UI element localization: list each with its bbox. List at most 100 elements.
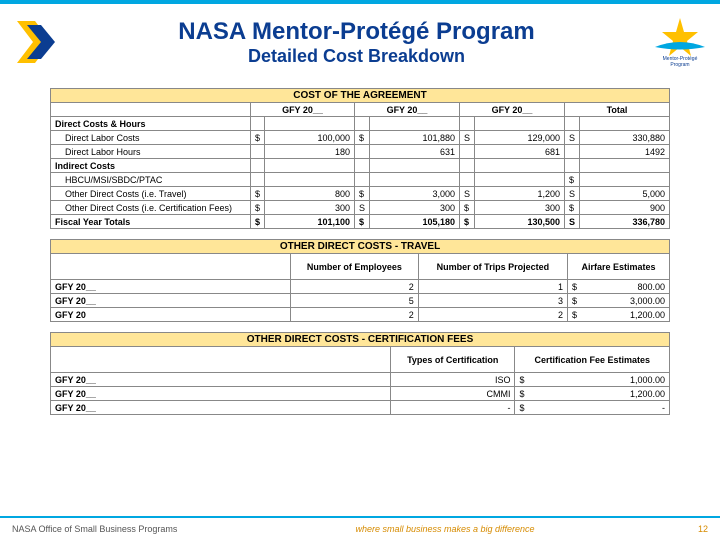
table1-h3: GFY 20__ — [460, 103, 565, 117]
cell-value: 5 — [291, 294, 419, 308]
table1-h0 — [51, 103, 251, 117]
cell-value: 2 — [291, 280, 419, 294]
cell-value: 130,500 — [475, 215, 565, 229]
currency-symbol: $ — [355, 215, 370, 229]
table2-h3: Airfare Estimates — [568, 254, 670, 280]
cell-value: 300 — [475, 201, 565, 215]
cell-value: 1,200 — [475, 187, 565, 201]
cell-value: $1,000.00 — [515, 373, 670, 387]
currency-symbol — [251, 117, 265, 131]
currency-symbol — [251, 145, 265, 159]
currency-symbol: $ — [251, 201, 265, 215]
currency-symbol: $ — [460, 201, 475, 215]
cell-value — [580, 117, 670, 131]
cell-value: 2 — [291, 308, 419, 322]
cell-value: 800 — [265, 187, 355, 201]
table-row: Other Direct Costs (i.e. Certification F… — [51, 201, 670, 215]
table2-h2: Number of Trips Projected — [418, 254, 567, 280]
cell-value: 105,180 — [370, 215, 460, 229]
cell-value: 180 — [265, 145, 355, 159]
main-title: NASA Mentor-Protégé Program — [73, 18, 640, 46]
currency-symbol — [565, 159, 580, 173]
table-row: Direct Labor Hours1806316811492 — [51, 145, 670, 159]
cell-value — [265, 117, 355, 131]
row-label: GFY 20__ — [51, 294, 291, 308]
cell-value — [475, 159, 565, 173]
currency-symbol — [355, 159, 370, 173]
cell-value: CMMI — [391, 387, 515, 401]
footer-center: where small business makes a big differe… — [212, 524, 678, 534]
cell-value: 900 — [580, 201, 670, 215]
currency-symbol — [460, 145, 475, 159]
cell-value: ISO — [391, 373, 515, 387]
cell-value: 2 — [418, 308, 567, 322]
table1-title: COST OF THE AGREEMENT — [51, 89, 670, 103]
row-label: GFY 20__ — [51, 401, 391, 415]
currency-symbol — [460, 117, 475, 131]
currency-symbol: S — [460, 131, 475, 145]
program-logo: Mentor-Protégé Program — [650, 12, 710, 72]
currency-symbol — [355, 173, 370, 187]
page-header: NASA Mentor-Protégé Program Detailed Cos… — [0, 0, 720, 80]
table-row: GFY 20__ISO$1,000.00 — [51, 373, 670, 387]
currency-symbol: $ — [565, 173, 580, 187]
currency-symbol — [460, 159, 475, 173]
cell-value: 129,000 — [475, 131, 565, 145]
table1-h4: Total — [565, 103, 670, 117]
table-row: Other Direct Costs (i.e. Travel)$800$3,0… — [51, 187, 670, 201]
currency-symbol — [565, 117, 580, 131]
cell-value: $3,000.00 — [568, 294, 670, 308]
currency-symbol — [355, 117, 370, 131]
cell-value: 300 — [370, 201, 460, 215]
currency-symbol: S — [565, 215, 580, 229]
row-label: Direct Labor Hours — [51, 145, 251, 159]
cell-value: 101,880 — [370, 131, 460, 145]
currency-symbol: $ — [565, 201, 580, 215]
title-block: NASA Mentor-Protégé Program Detailed Cos… — [73, 18, 650, 67]
currency-symbol — [355, 145, 370, 159]
table-row: GFY 20__CMMI$1,200.00 — [51, 387, 670, 401]
currency-symbol — [565, 145, 580, 159]
row-label: GFY 20__ — [51, 280, 291, 294]
currency-symbol: S — [565, 131, 580, 145]
table-row: Direct Costs & Hours — [51, 117, 670, 131]
table-row: GFY 20__-$- — [51, 401, 670, 415]
table3-h1: Types of Certification — [391, 347, 515, 373]
cell-value: $800.00 — [568, 280, 670, 294]
currency-symbol: S — [565, 187, 580, 201]
table3-title: OTHER DIRECT COSTS - CERTIFICATION FEES — [51, 333, 670, 347]
table-row: GFY 20__21$800.00 — [51, 280, 670, 294]
footer-left: NASA Office of Small Business Programs — [12, 524, 212, 534]
cell-value: - — [391, 401, 515, 415]
currency-symbol: $ — [355, 131, 370, 145]
cell-value — [265, 173, 355, 187]
table2-title: OTHER DIRECT COSTS - TRAVEL — [51, 240, 670, 254]
currency-symbol: S — [355, 201, 370, 215]
currency-symbol: $ — [251, 131, 265, 145]
table3-h2: Certification Fee Estimates — [515, 347, 670, 373]
currency-symbol: $ — [251, 187, 265, 201]
row-label: GFY 20__ — [51, 373, 391, 387]
currency-symbol: $ — [251, 215, 265, 229]
row-label: Other Direct Costs (i.e. Certification F… — [51, 201, 251, 215]
currency-symbol — [460, 173, 475, 187]
content-area: COST OF THE AGREEMENT GFY 20__ GFY 20__ … — [0, 80, 720, 415]
currency-symbol — [251, 159, 265, 173]
cell-value: 3,000 — [370, 187, 460, 201]
table1-h1: GFY 20__ — [251, 103, 355, 117]
cell-value: 100,000 — [265, 131, 355, 145]
cell-value — [370, 159, 460, 173]
page-footer: NASA Office of Small Business Programs w… — [0, 516, 720, 540]
row-label: Other Direct Costs (i.e. Travel) — [51, 187, 251, 201]
cell-value: 681 — [475, 145, 565, 159]
table3-h0 — [51, 347, 391, 373]
certification-costs-table: OTHER DIRECT COSTS - CERTIFICATION FEES … — [50, 332, 670, 415]
cell-value: 3 — [418, 294, 567, 308]
cell-value — [370, 117, 460, 131]
table-row: HBCU/MSI/SBDC/PTAC$ — [51, 173, 670, 187]
cell-value: 631 — [370, 145, 460, 159]
currency-symbol: $ — [355, 187, 370, 201]
chevron-logo — [8, 7, 73, 77]
cell-value: 5,000 — [580, 187, 670, 201]
row-label: Indirect Costs — [51, 159, 251, 173]
